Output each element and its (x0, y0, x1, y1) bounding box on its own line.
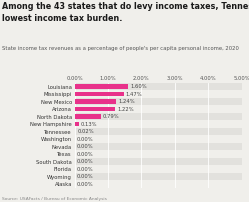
Text: 0.00%: 0.00% (77, 159, 93, 164)
Bar (75, 114, 101, 119)
Text: 1.47%: 1.47% (126, 92, 142, 97)
Bar (75, 84, 128, 89)
Text: 0.00%: 0.00% (77, 167, 93, 172)
Bar (75, 128, 242, 135)
Bar (75, 90, 242, 98)
Text: 0.00%: 0.00% (77, 152, 93, 157)
Bar (75, 105, 242, 113)
Text: 1.22%: 1.22% (118, 107, 134, 112)
Bar (75, 120, 242, 128)
Text: 1.24%: 1.24% (118, 99, 135, 104)
Text: Source: USAFacts / Bureau of Economic Analysis: Source: USAFacts / Bureau of Economic An… (2, 197, 107, 201)
Text: 0.00%: 0.00% (77, 144, 93, 149)
Bar (75, 158, 242, 165)
Bar (75, 122, 79, 126)
Bar (75, 98, 242, 105)
Text: 0.00%: 0.00% (77, 182, 93, 187)
Text: Among the 43 states that do levy income taxes, Tennessee has the
lowest income t: Among the 43 states that do levy income … (2, 2, 249, 23)
Bar (75, 180, 242, 188)
Bar (75, 107, 115, 111)
Text: 1.60%: 1.60% (130, 84, 147, 89)
Text: State income tax revenues as a percentage of people's per capita personal income: State income tax revenues as a percentag… (2, 46, 239, 52)
Bar (75, 92, 124, 96)
Bar (75, 173, 242, 180)
Text: 0.02%: 0.02% (77, 129, 94, 134)
Text: 0.13%: 0.13% (81, 122, 98, 127)
Text: 0.79%: 0.79% (103, 114, 120, 119)
Bar (75, 165, 242, 173)
Bar (75, 113, 242, 120)
Text: 0.00%: 0.00% (77, 137, 93, 142)
Bar (75, 143, 242, 150)
Bar (75, 83, 242, 90)
Text: 0.00%: 0.00% (77, 174, 93, 179)
Bar (75, 99, 116, 104)
Bar (75, 135, 242, 143)
Bar (75, 150, 242, 158)
